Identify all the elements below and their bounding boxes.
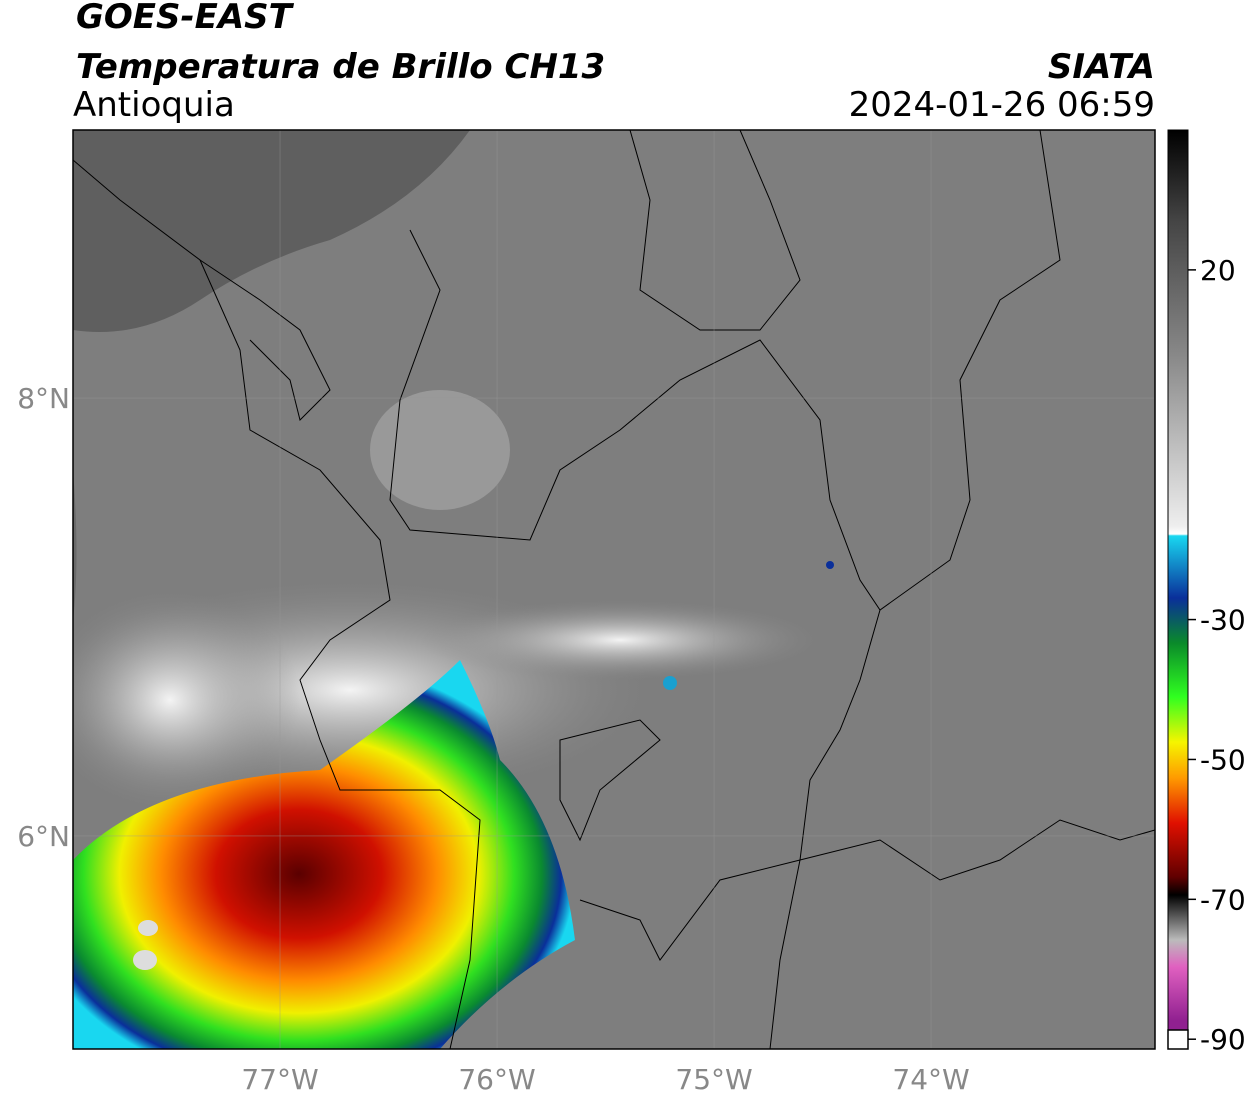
- y-tick-label: 6°N: [17, 820, 70, 853]
- colorbar: [1167, 129, 1189, 1031]
- x-tick-label: 75°W: [675, 1063, 752, 1096]
- grid: [73, 130, 1155, 1049]
- x-tick-label: 76°W: [458, 1063, 535, 1096]
- colorbar-tick-label: -50: [1200, 743, 1246, 776]
- colorbar-tick-label: -30: [1200, 604, 1246, 637]
- colorbar-tick-label: -70: [1200, 883, 1246, 916]
- map-frame: [72, 129, 1156, 1050]
- colorbar-tick-label: 20: [1200, 254, 1236, 287]
- x-tick-label: 77°W: [241, 1063, 318, 1096]
- colorbar-under: [1167, 1029, 1189, 1050]
- source: SIATA: [1048, 47, 1155, 87]
- subtitle: Temperatura de Brillo CH13: [76, 47, 605, 87]
- y-tick-label: 8°N: [17, 382, 70, 415]
- region: Antioquia: [73, 85, 235, 125]
- timestamp: 2024-01-26 06:59: [849, 85, 1155, 125]
- title: GOES-EAST: [76, 0, 295, 37]
- satellite-image: [73, 130, 1155, 1049]
- x-tick-label: 74°W: [892, 1063, 969, 1096]
- colorbar-tick-label: -90: [1200, 1023, 1246, 1056]
